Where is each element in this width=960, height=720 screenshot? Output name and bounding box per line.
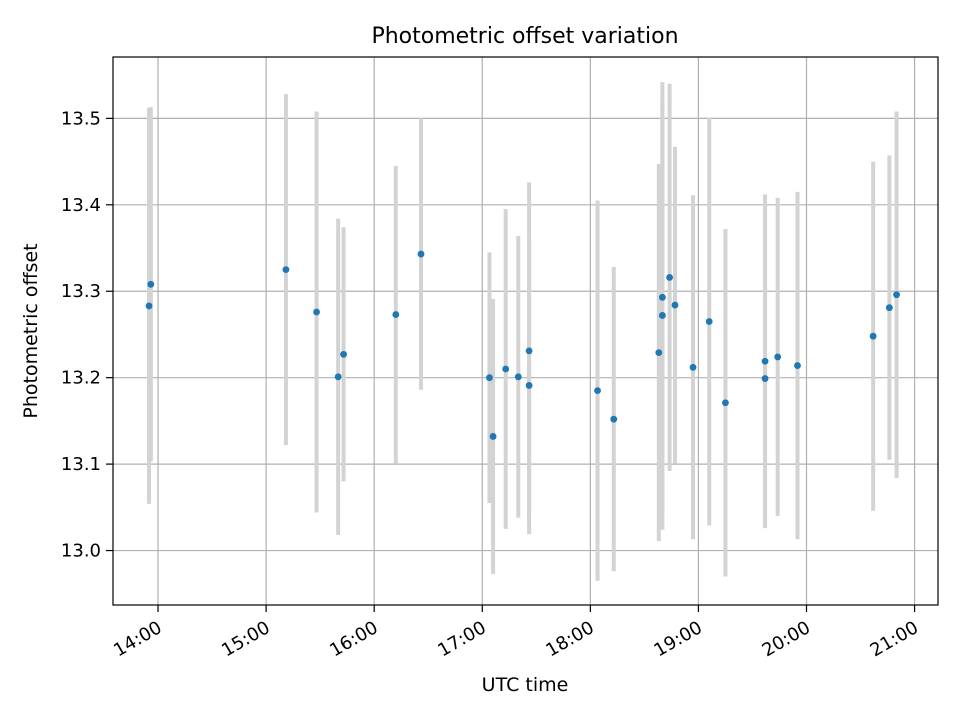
data-point bbox=[666, 274, 674, 281]
y-axis: 13.0 13.1 13.2 13.3 13.4 13.5 bbox=[61, 108, 113, 562]
y-tick-label: 13.2 bbox=[61, 368, 101, 389]
data-point bbox=[689, 363, 697, 371]
y-tick-label: 13.5 bbox=[61, 108, 101, 129]
data-point bbox=[514, 373, 522, 381]
y-tick-label: 13.4 bbox=[61, 195, 101, 216]
data-point bbox=[794, 362, 801, 369]
y-tick-label: 13.3 bbox=[61, 281, 101, 302]
grid-layer bbox=[113, 57, 938, 605]
x-axis-title: UTC time bbox=[482, 674, 569, 696]
data-point bbox=[893, 291, 900, 299]
data-point bbox=[417, 250, 425, 258]
data-point bbox=[334, 373, 342, 381]
data-point bbox=[774, 353, 782, 361]
data-point bbox=[502, 365, 510, 373]
data-point bbox=[340, 350, 347, 358]
data-point bbox=[486, 374, 493, 382]
data-point bbox=[610, 415, 618, 423]
y-axis-title: Photometric offset bbox=[20, 243, 42, 418]
data-point bbox=[392, 311, 400, 318]
data-point bbox=[489, 433, 497, 440]
data-point bbox=[147, 280, 155, 288]
point-layer bbox=[145, 250, 900, 440]
data-point bbox=[655, 349, 663, 357]
data-point bbox=[282, 266, 290, 274]
data-point bbox=[313, 308, 320, 316]
data-point bbox=[761, 357, 769, 365]
data-point bbox=[525, 347, 533, 355]
data-point bbox=[671, 301, 679, 309]
data-point bbox=[658, 293, 666, 301]
y-tick-label: 13.1 bbox=[61, 454, 101, 475]
data-point bbox=[525, 382, 533, 389]
plot-frame bbox=[112, 56, 939, 606]
data-point bbox=[722, 399, 729, 407]
data-point bbox=[705, 318, 713, 325]
data-point bbox=[869, 332, 877, 340]
y-tick-label: 13.0 bbox=[61, 541, 101, 562]
data-point bbox=[658, 312, 666, 319]
data-point bbox=[145, 302, 153, 310]
data-point bbox=[761, 375, 769, 382]
data-point bbox=[885, 304, 893, 312]
chart-title: Photometric offset variation bbox=[371, 24, 678, 49]
data-point bbox=[594, 387, 601, 395]
